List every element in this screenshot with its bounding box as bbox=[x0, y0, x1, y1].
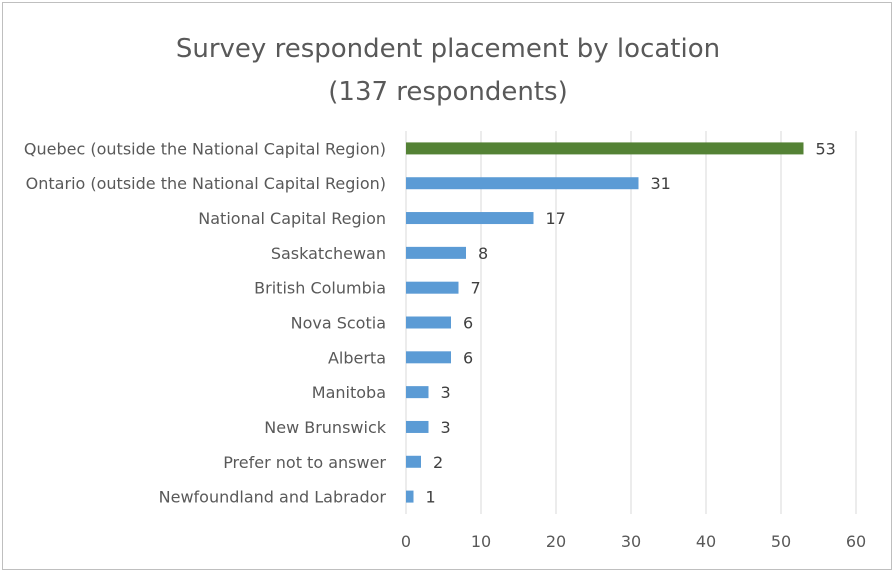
category-label: Newfoundland and Labrador bbox=[159, 488, 387, 507]
gridlines bbox=[405, 131, 857, 514]
chart-title-line1: Survey respondent placement by location bbox=[175, 34, 721, 64]
bars bbox=[406, 142, 804, 503]
x-tick-label: 0 bbox=[401, 532, 411, 551]
category-labels: Quebec (outside the National Capital Reg… bbox=[24, 139, 387, 506]
value-label: 1 bbox=[426, 488, 436, 507]
bar bbox=[406, 420, 429, 433]
value-label: 6 bbox=[463, 314, 473, 333]
category-label: Quebec (outside the National Capital Reg… bbox=[24, 139, 386, 158]
category-label: Nova Scotia bbox=[291, 314, 386, 333]
bar bbox=[406, 212, 534, 225]
category-label: Saskatchewan bbox=[271, 244, 386, 263]
category-label: Manitoba bbox=[312, 383, 386, 402]
value-label: 3 bbox=[441, 418, 451, 437]
bar bbox=[406, 386, 429, 399]
chart-title-line2: (137 respondents) bbox=[328, 77, 568, 107]
value-label: 2 bbox=[433, 453, 443, 472]
x-tick-label: 50 bbox=[771, 532, 791, 551]
value-label: 31 bbox=[651, 174, 671, 193]
bar bbox=[406, 177, 639, 190]
bar bbox=[406, 316, 451, 329]
category-label: Prefer not to answer bbox=[223, 453, 386, 472]
x-tick-label: 30 bbox=[621, 532, 641, 551]
x-tick-label: 10 bbox=[471, 532, 491, 551]
category-label: British Columbia bbox=[254, 279, 386, 298]
value-label: 3 bbox=[441, 383, 451, 402]
x-tick-labels: 0 10 20 30 40 50 60 bbox=[401, 532, 866, 551]
category-label: Alberta bbox=[328, 348, 386, 367]
category-label: Ontario (outside the National Capital Re… bbox=[26, 174, 386, 193]
x-tick-label: 20 bbox=[546, 532, 566, 551]
value-label: 53 bbox=[816, 139, 836, 158]
bar bbox=[406, 281, 459, 294]
x-tick-label: 60 bbox=[846, 532, 866, 551]
value-label: 8 bbox=[478, 244, 488, 263]
value-label: 7 bbox=[471, 279, 481, 298]
value-label: 6 bbox=[463, 348, 473, 367]
chart-title: Survey respondent placement by location … bbox=[0, 28, 896, 114]
bar bbox=[406, 351, 451, 364]
value-label: 17 bbox=[546, 209, 566, 228]
x-tick-label: 40 bbox=[696, 532, 716, 551]
bar bbox=[406, 455, 421, 468]
bar bbox=[406, 246, 466, 259]
bar bbox=[406, 490, 414, 503]
category-label: New Brunswick bbox=[264, 418, 386, 437]
category-label: National Capital Region bbox=[198, 209, 386, 228]
bar bbox=[406, 142, 804, 155]
